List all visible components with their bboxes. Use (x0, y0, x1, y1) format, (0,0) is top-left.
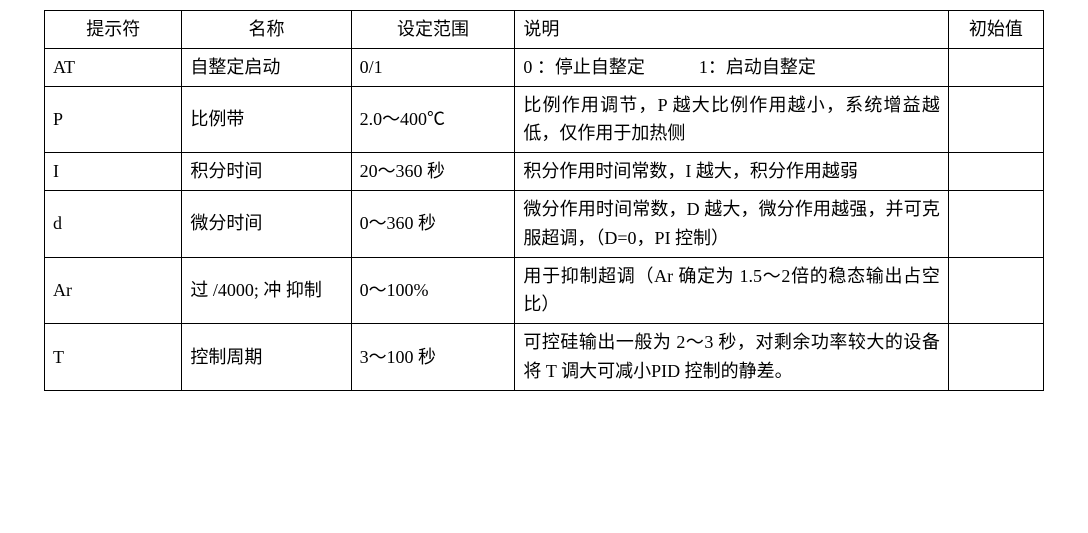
header-range: 设定范围 (351, 11, 515, 49)
table-row: AT 自整定启动 0/1 0 ：停止自整定 1：启动自整定 (45, 48, 1044, 86)
cell-initial (948, 190, 1043, 257)
table-row: d 微分时间 0～360 秒 微分作用时间常数，D 越大，微分作用越强，并可克服… (45, 190, 1044, 257)
cell-name: 控制周期 (182, 324, 351, 391)
cell-range: 0～100% (351, 257, 515, 324)
cell-desc: 微分作用时间常数，D 越大，微分作用越强，并可克服超调，（D=0，PI 控制） (515, 190, 948, 257)
cell-desc: 可控硅输出一般为 2～3 秒，对剩余功率较大的设备将 T 调大可减小PID 控制… (515, 324, 948, 391)
header-prompt: 提示符 (45, 11, 182, 49)
cell-initial (948, 48, 1043, 86)
header-desc: 说明 (515, 11, 948, 49)
table-row: Ar 过 /4000; 冲 抑制 0～100% 用于抑制超调（Ar 确定为 1.… (45, 257, 1044, 324)
cell-range: 20～360 秒 (351, 153, 515, 191)
cell-initial (948, 86, 1043, 153)
cell-name: 自整定启动 (182, 48, 351, 86)
cell-desc: 用于抑制超调（Ar 确定为 1.5～2倍的稳态输出占空比） (515, 257, 948, 324)
cell-initial (948, 257, 1043, 324)
table-header-row: 提示符 名称 设定范围 说明 初始值 (45, 11, 1044, 49)
cell-desc: 积分作用时间常数，I 越大，积分作用越弱 (515, 153, 948, 191)
cell-initial (948, 153, 1043, 191)
cell-range: 0/1 (351, 48, 515, 86)
cell-range: 3～100 秒 (351, 324, 515, 391)
cell-initial (948, 324, 1043, 391)
table-row: P 比例带 2.0～400℃ 比例作用调节，P 越大比例作用越小，系统增益越低，… (45, 86, 1044, 153)
parameters-table: 提示符 名称 设定范围 说明 初始值 AT 自整定启动 0/1 0 ：停止自整定… (44, 10, 1044, 391)
header-name: 名称 (182, 11, 351, 49)
cell-prompt: AT (45, 48, 182, 86)
cell-prompt: I (45, 153, 182, 191)
header-initial: 初始值 (948, 11, 1043, 49)
cell-name: 过 /4000; 冲 抑制 (182, 257, 351, 324)
table-row: I 积分时间 20～360 秒 积分作用时间常数，I 越大，积分作用越弱 (45, 153, 1044, 191)
cell-name: 积分时间 (182, 153, 351, 191)
cell-name: 微分时间 (182, 190, 351, 257)
cell-desc: 0 ：停止自整定 1：启动自整定 (515, 48, 948, 86)
cell-prompt: Ar (45, 257, 182, 324)
cell-desc: 比例作用调节，P 越大比例作用越小，系统增益越低，仅作用于加热侧 (515, 86, 948, 153)
cell-prompt: P (45, 86, 182, 153)
cell-name: 比例带 (182, 86, 351, 153)
table-row: T 控制周期 3～100 秒 可控硅输出一般为 2～3 秒，对剩余功率较大的设备… (45, 324, 1044, 391)
cell-range: 0～360 秒 (351, 190, 515, 257)
cell-range: 2.0～400℃ (351, 86, 515, 153)
cell-prompt: d (45, 190, 182, 257)
cell-prompt: T (45, 324, 182, 391)
